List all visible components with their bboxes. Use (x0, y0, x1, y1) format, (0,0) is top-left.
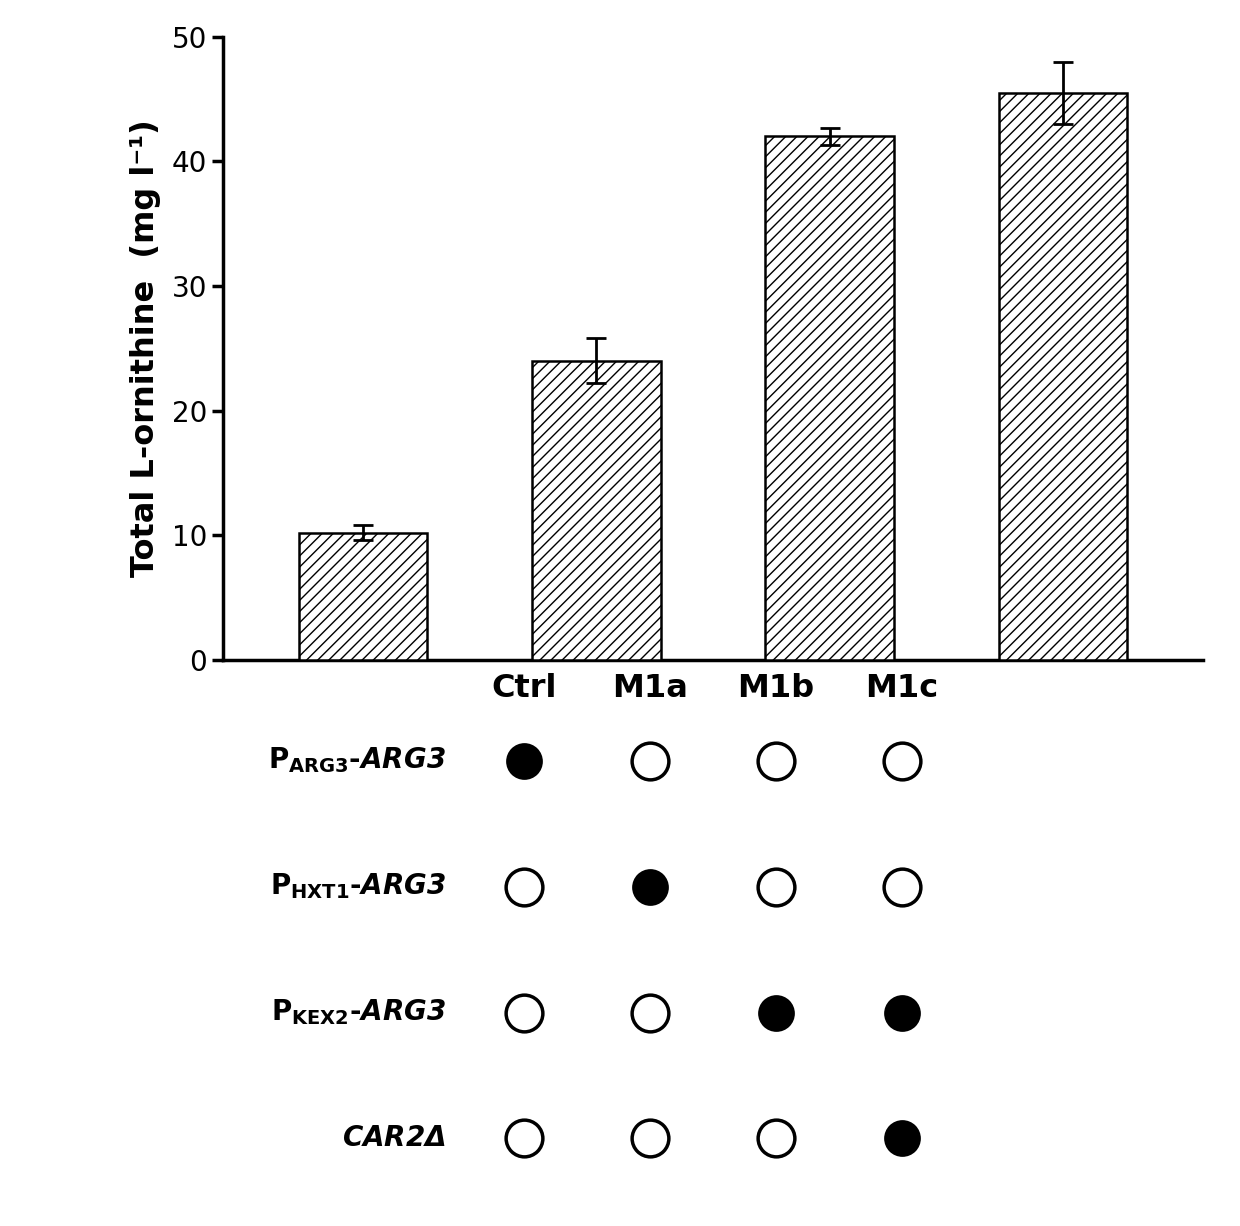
Point (515, 1003, 534, 1022)
Point (766, 750, 786, 770)
Point (766, 1129, 786, 1149)
Text: P$_{\mathbf{KEX2}}$-$\bfit{ARG3}$: P$_{\mathbf{KEX2}}$-$\bfit{ARG3}$ (270, 998, 446, 1027)
Text: M1b: M1b (738, 673, 815, 704)
Point (892, 1129, 911, 1149)
Text: $\bfit{CAR2\Delta}$: $\bfit{CAR2\Delta}$ (342, 1124, 446, 1152)
Text: M1a: M1a (613, 673, 688, 704)
Point (640, 1003, 660, 1022)
Point (640, 1129, 660, 1149)
Point (640, 750, 660, 770)
Point (515, 750, 534, 770)
Bar (765, 136, 894, 660)
Point (892, 1003, 911, 1022)
Point (640, 877, 660, 896)
Text: Ctrl: Ctrl (491, 673, 557, 704)
Text: M1c: M1c (866, 673, 939, 704)
Point (515, 877, 534, 896)
Point (766, 1003, 786, 1022)
Bar (532, 360, 661, 660)
Point (892, 877, 911, 896)
Y-axis label: Total L-ornithine  (mg l⁻¹): Total L-ornithine (mg l⁻¹) (130, 119, 161, 577)
Bar (998, 93, 1127, 660)
Bar (299, 532, 428, 660)
Point (892, 750, 911, 770)
Point (515, 1129, 534, 1149)
Text: P$_{\mathbf{HXT1}}$-$\bfit{ARG3}$: P$_{\mathbf{HXT1}}$-$\bfit{ARG3}$ (269, 872, 446, 901)
Point (766, 877, 786, 896)
Text: P$_{\mathbf{ARG3}}$-$\bfit{ARG3}$: P$_{\mathbf{ARG3}}$-$\bfit{ARG3}$ (268, 745, 446, 775)
